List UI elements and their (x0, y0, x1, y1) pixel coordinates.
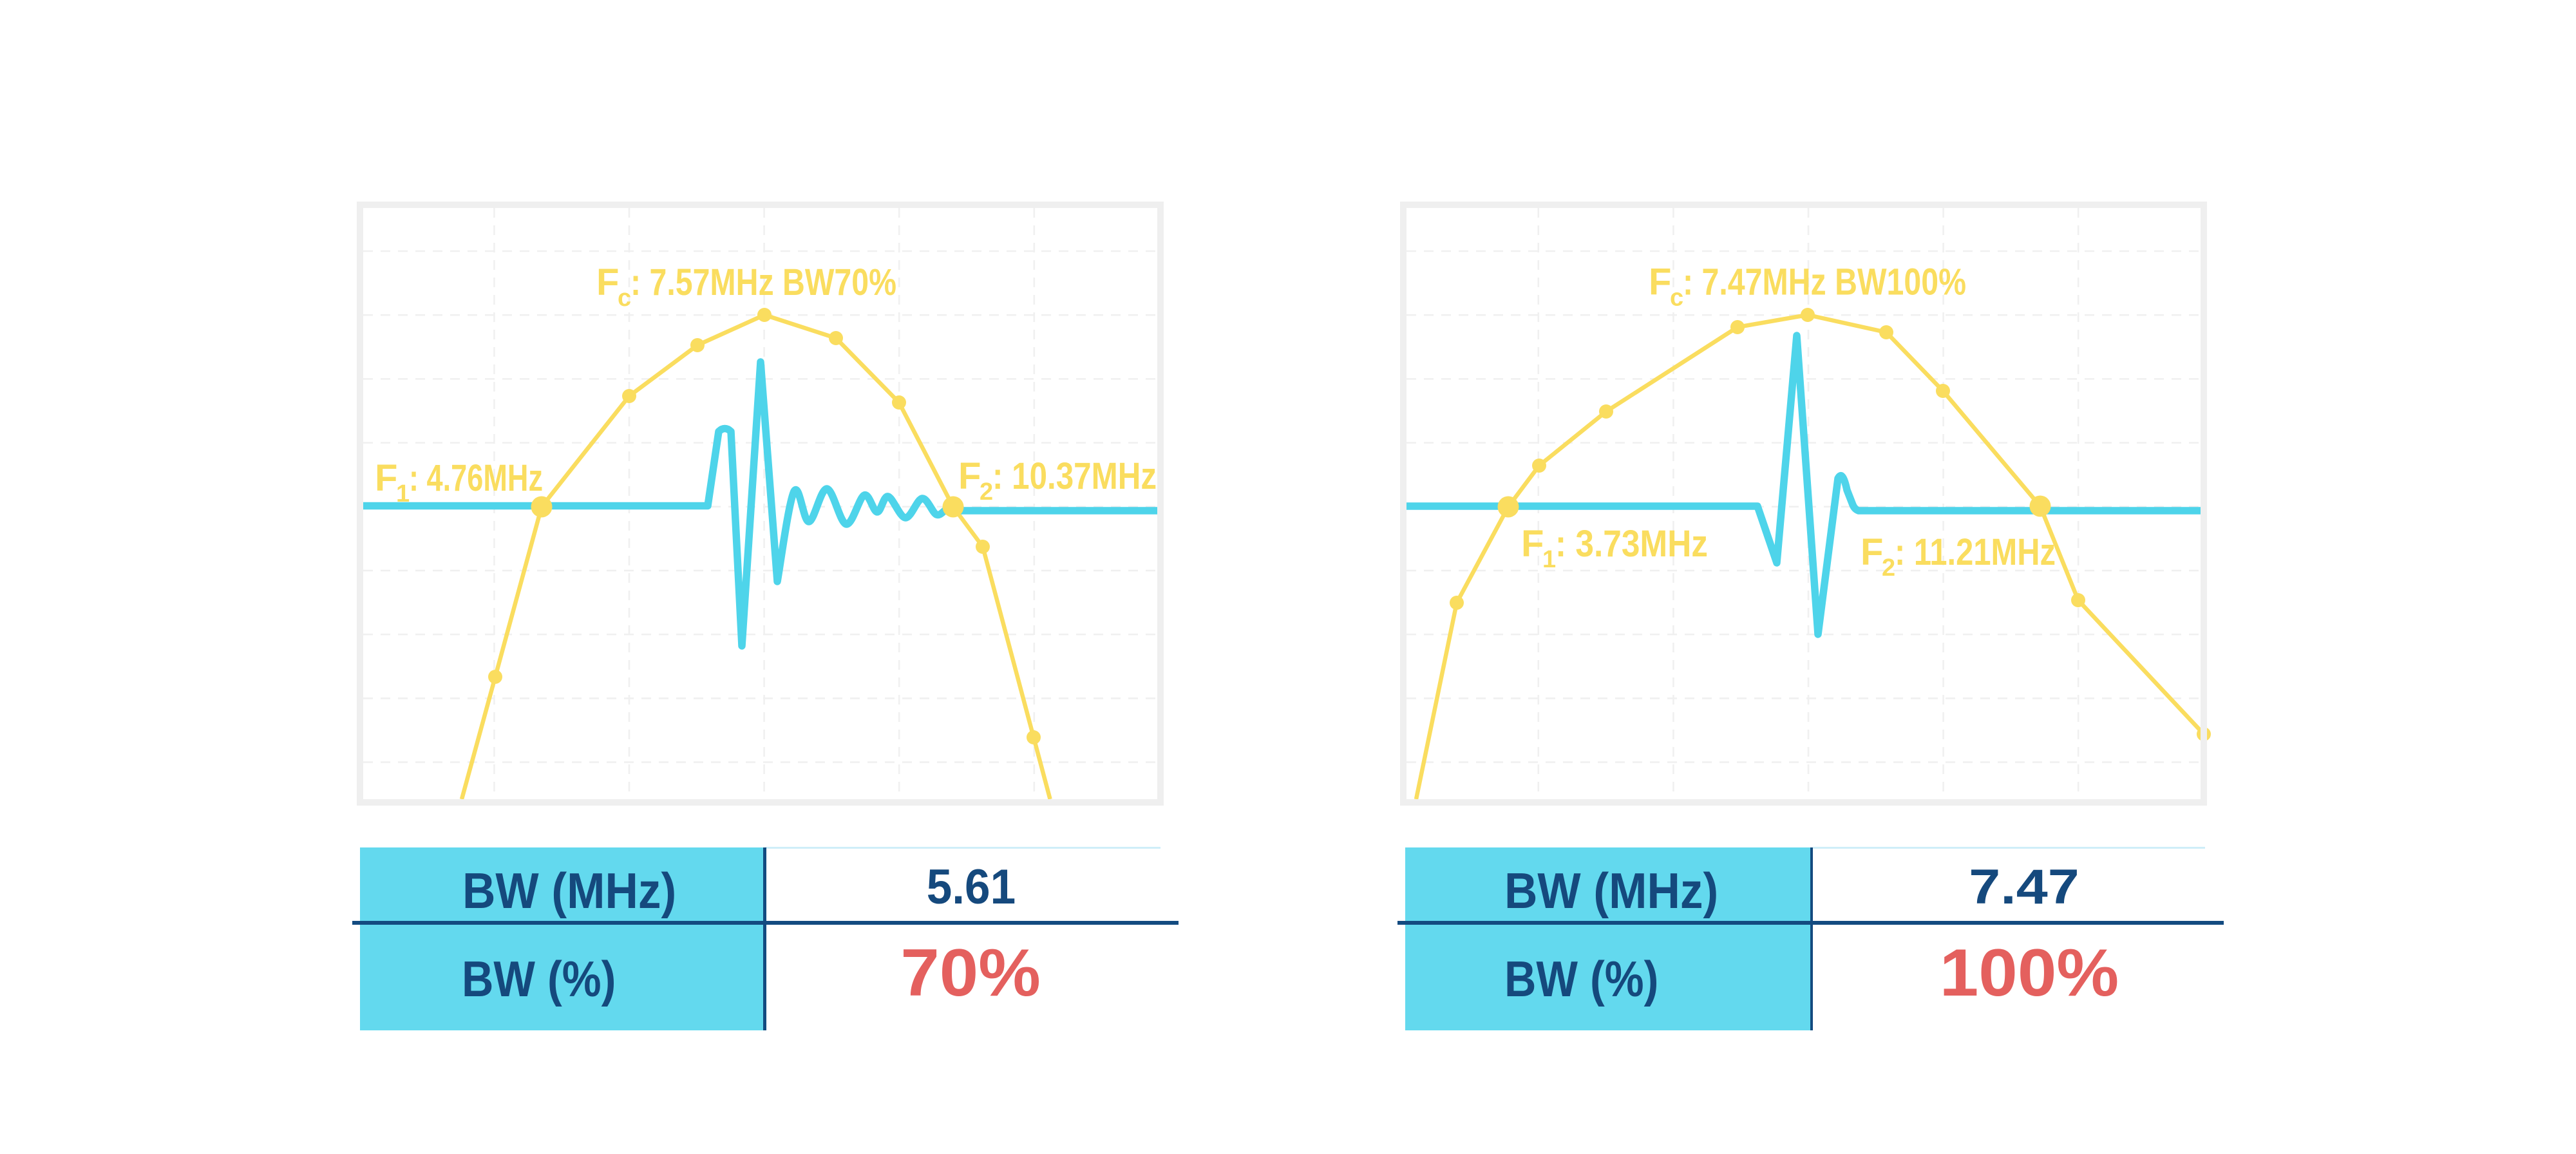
svg-text:: 11.21MHz: : 11.21MHz (1895, 531, 2056, 573)
svg-text:: 10.37MHz: : 10.37MHz (992, 455, 1157, 497)
svg-text:1: 1 (1542, 546, 1556, 573)
svg-text:F: F (1861, 531, 1883, 573)
svg-text:F: F (375, 457, 397, 499)
svg-text:c: c (618, 285, 631, 312)
svg-text:: 7.57MHz BW70%: : 7.57MHz BW70% (630, 261, 896, 303)
svg-text:2: 2 (1882, 554, 1895, 582)
svg-text:c: c (1670, 285, 1683, 312)
svg-text:2: 2 (980, 478, 993, 506)
svg-text:F: F (596, 261, 619, 303)
svg-text:1: 1 (396, 480, 410, 507)
svg-text:: 3.73MHz: : 3.73MHz (1555, 523, 1708, 565)
svg-text:: 7.47MHz BW100%: : 7.47MHz BW100% (1683, 261, 1966, 303)
svg-text:F: F (958, 455, 981, 497)
svg-text:F: F (1649, 261, 1671, 303)
svg-text:F: F (1521, 523, 1544, 565)
svg-text:: 4.76MHz: : 4.76MHz (409, 457, 543, 499)
